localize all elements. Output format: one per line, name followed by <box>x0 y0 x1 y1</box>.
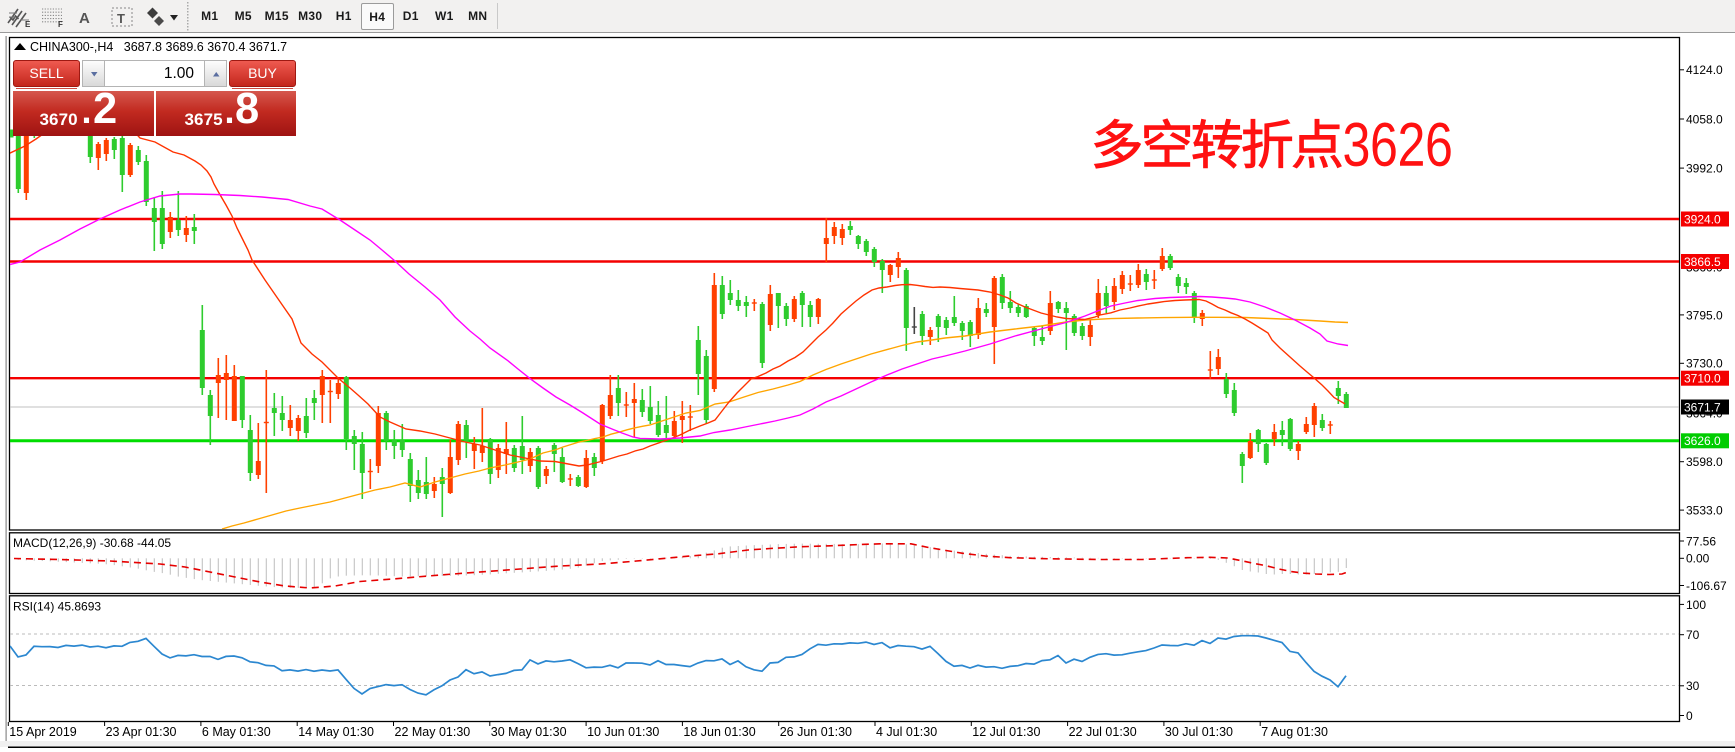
svg-text:4 Jul 01:30: 4 Jul 01:30 <box>876 725 937 739</box>
svg-text:3533.0: 3533.0 <box>1686 504 1723 518</box>
svg-text:70: 70 <box>1686 628 1700 642</box>
svg-text:3924.0: 3924.0 <box>1684 212 1721 226</box>
svg-text:RSI(14) 45.8693: RSI(14) 45.8693 <box>13 600 101 614</box>
svg-text:E: E <box>25 20 31 29</box>
svg-text:6 May 01:30: 6 May 01:30 <box>202 725 271 739</box>
svg-text:30 Jul 01:30: 30 Jul 01:30 <box>1165 725 1233 739</box>
svg-text:T: T <box>117 11 125 26</box>
svg-text:14 May 01:30: 14 May 01:30 <box>298 725 374 739</box>
svg-text:MACD(12,26,9) -30.68 -44.05: MACD(12,26,9) -30.68 -44.05 <box>13 536 171 550</box>
svg-text:3992.0: 3992.0 <box>1686 162 1723 176</box>
svg-text:3626.0: 3626.0 <box>1684 434 1721 448</box>
svg-text:F: F <box>58 20 63 29</box>
svg-text:4058.0: 4058.0 <box>1686 112 1723 126</box>
svg-text:3598.0: 3598.0 <box>1686 455 1723 469</box>
svg-text:15 Apr 2019: 15 Apr 2019 <box>9 725 76 739</box>
svg-text:-106.67: -106.67 <box>1686 579 1727 593</box>
svg-text:10 Jun 01:30: 10 Jun 01:30 <box>587 725 659 739</box>
svg-text:22 May 01:30: 22 May 01:30 <box>395 725 471 739</box>
svg-text:18 Jun 01:30: 18 Jun 01:30 <box>683 725 755 739</box>
svg-text:CHINA300-,H4 3687.8 3689.6 3: CHINA300-,H4 3687.8 3689.6 3670.4 3671.7 <box>30 40 287 54</box>
svg-text:12 Jul 01:30: 12 Jul 01:30 <box>972 725 1040 739</box>
svg-text:23 Apr 01:30: 23 Apr 01:30 <box>106 725 177 739</box>
svg-text:4124.0: 4124.0 <box>1686 63 1723 77</box>
svg-text:0.00: 0.00 <box>1686 552 1710 566</box>
svg-text:30 May 01:30: 30 May 01:30 <box>491 725 567 739</box>
svg-text:3795.0: 3795.0 <box>1686 308 1723 322</box>
svg-text:3710.0: 3710.0 <box>1684 372 1721 386</box>
svg-text:77.56: 77.56 <box>1686 534 1716 548</box>
svg-text:A: A <box>79 10 90 27</box>
svg-text:100: 100 <box>1686 598 1706 612</box>
svg-text:3671.7: 3671.7 <box>1684 400 1721 414</box>
svg-text:30: 30 <box>1686 679 1700 693</box>
svg-text:3730.0: 3730.0 <box>1686 357 1723 371</box>
svg-text:26 Jun 01:30: 26 Jun 01:30 <box>780 725 852 739</box>
svg-text:7 Aug 01:30: 7 Aug 01:30 <box>1261 725 1328 739</box>
svg-text:3866.5: 3866.5 <box>1684 255 1721 269</box>
svg-text:22 Jul 01:30: 22 Jul 01:30 <box>1069 725 1137 739</box>
svg-text:0: 0 <box>1686 709 1693 723</box>
